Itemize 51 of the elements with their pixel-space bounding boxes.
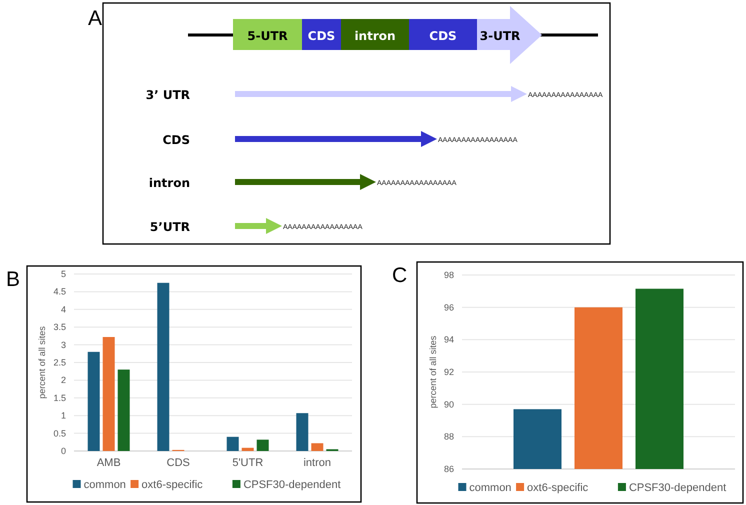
bar: [256, 440, 269, 451]
legend-label: oxt6-specific: [527, 482, 589, 494]
x-tick-label: CDS: [166, 457, 190, 469]
text: 3’ UTR: [146, 88, 190, 102]
legend-label: common: [469, 482, 512, 494]
text: A: [88, 7, 102, 30]
x-tick-label: 5'UTR: [232, 457, 264, 469]
y-tick-label: 86: [444, 464, 454, 474]
y-axis-title: percent of all sites: [428, 335, 438, 408]
x-tick-label: intron: [303, 457, 332, 469]
y-tick-label: 4: [60, 304, 66, 314]
y-tick-label: 3.5: [53, 322, 66, 332]
legend-label: oxt6-specific: [142, 479, 204, 491]
y-tick-label: 88: [444, 432, 454, 442]
text: 3-UTR: [480, 29, 520, 43]
legend-label: CPSF30-dependent: [243, 479, 341, 491]
text: 5-UTR: [247, 29, 288, 43]
y-tick-label: 92: [444, 367, 454, 377]
text: CDS: [162, 133, 190, 147]
legend-label: common: [84, 479, 126, 491]
bar: [157, 282, 170, 451]
text: CDS: [308, 29, 336, 43]
y-tick-label: 5: [60, 269, 66, 279]
y-tick-label: 2.5: [53, 358, 66, 368]
x-tick-label: AMB: [96, 457, 121, 469]
y-tick-label: 0: [60, 446, 66, 456]
chart-title: B: [6, 268, 20, 291]
text: CDS: [429, 29, 457, 43]
bar: [102, 337, 115, 451]
y-tick-label: 0.5: [53, 428, 66, 438]
y-tick-label: 3: [60, 340, 66, 350]
y-axis-title: percent of all sites: [37, 326, 47, 399]
bar: [242, 448, 254, 451]
bar: [88, 352, 100, 451]
y-tick-label: 4.5: [53, 286, 66, 297]
legend-label: CPSF30-dependent: [628, 482, 726, 494]
y-tick-label: 1: [60, 410, 66, 421]
chart-title: C: [392, 264, 408, 287]
y-tick-label: 96: [444, 302, 454, 312]
bar: [226, 436, 239, 451]
text: intron: [148, 176, 190, 190]
text: intron: [354, 29, 396, 43]
text: 5’UTR: [150, 220, 190, 234]
y-tick-label: 2: [60, 375, 66, 386]
y-tick-label: 98: [444, 270, 454, 280]
bar: [311, 443, 324, 451]
y-tick-label: 90: [444, 399, 454, 410]
y-tick-label: 1.5: [53, 392, 66, 403]
bar: [296, 413, 308, 451]
bar: [118, 370, 130, 451]
y-tick-label: 94: [444, 334, 454, 345]
